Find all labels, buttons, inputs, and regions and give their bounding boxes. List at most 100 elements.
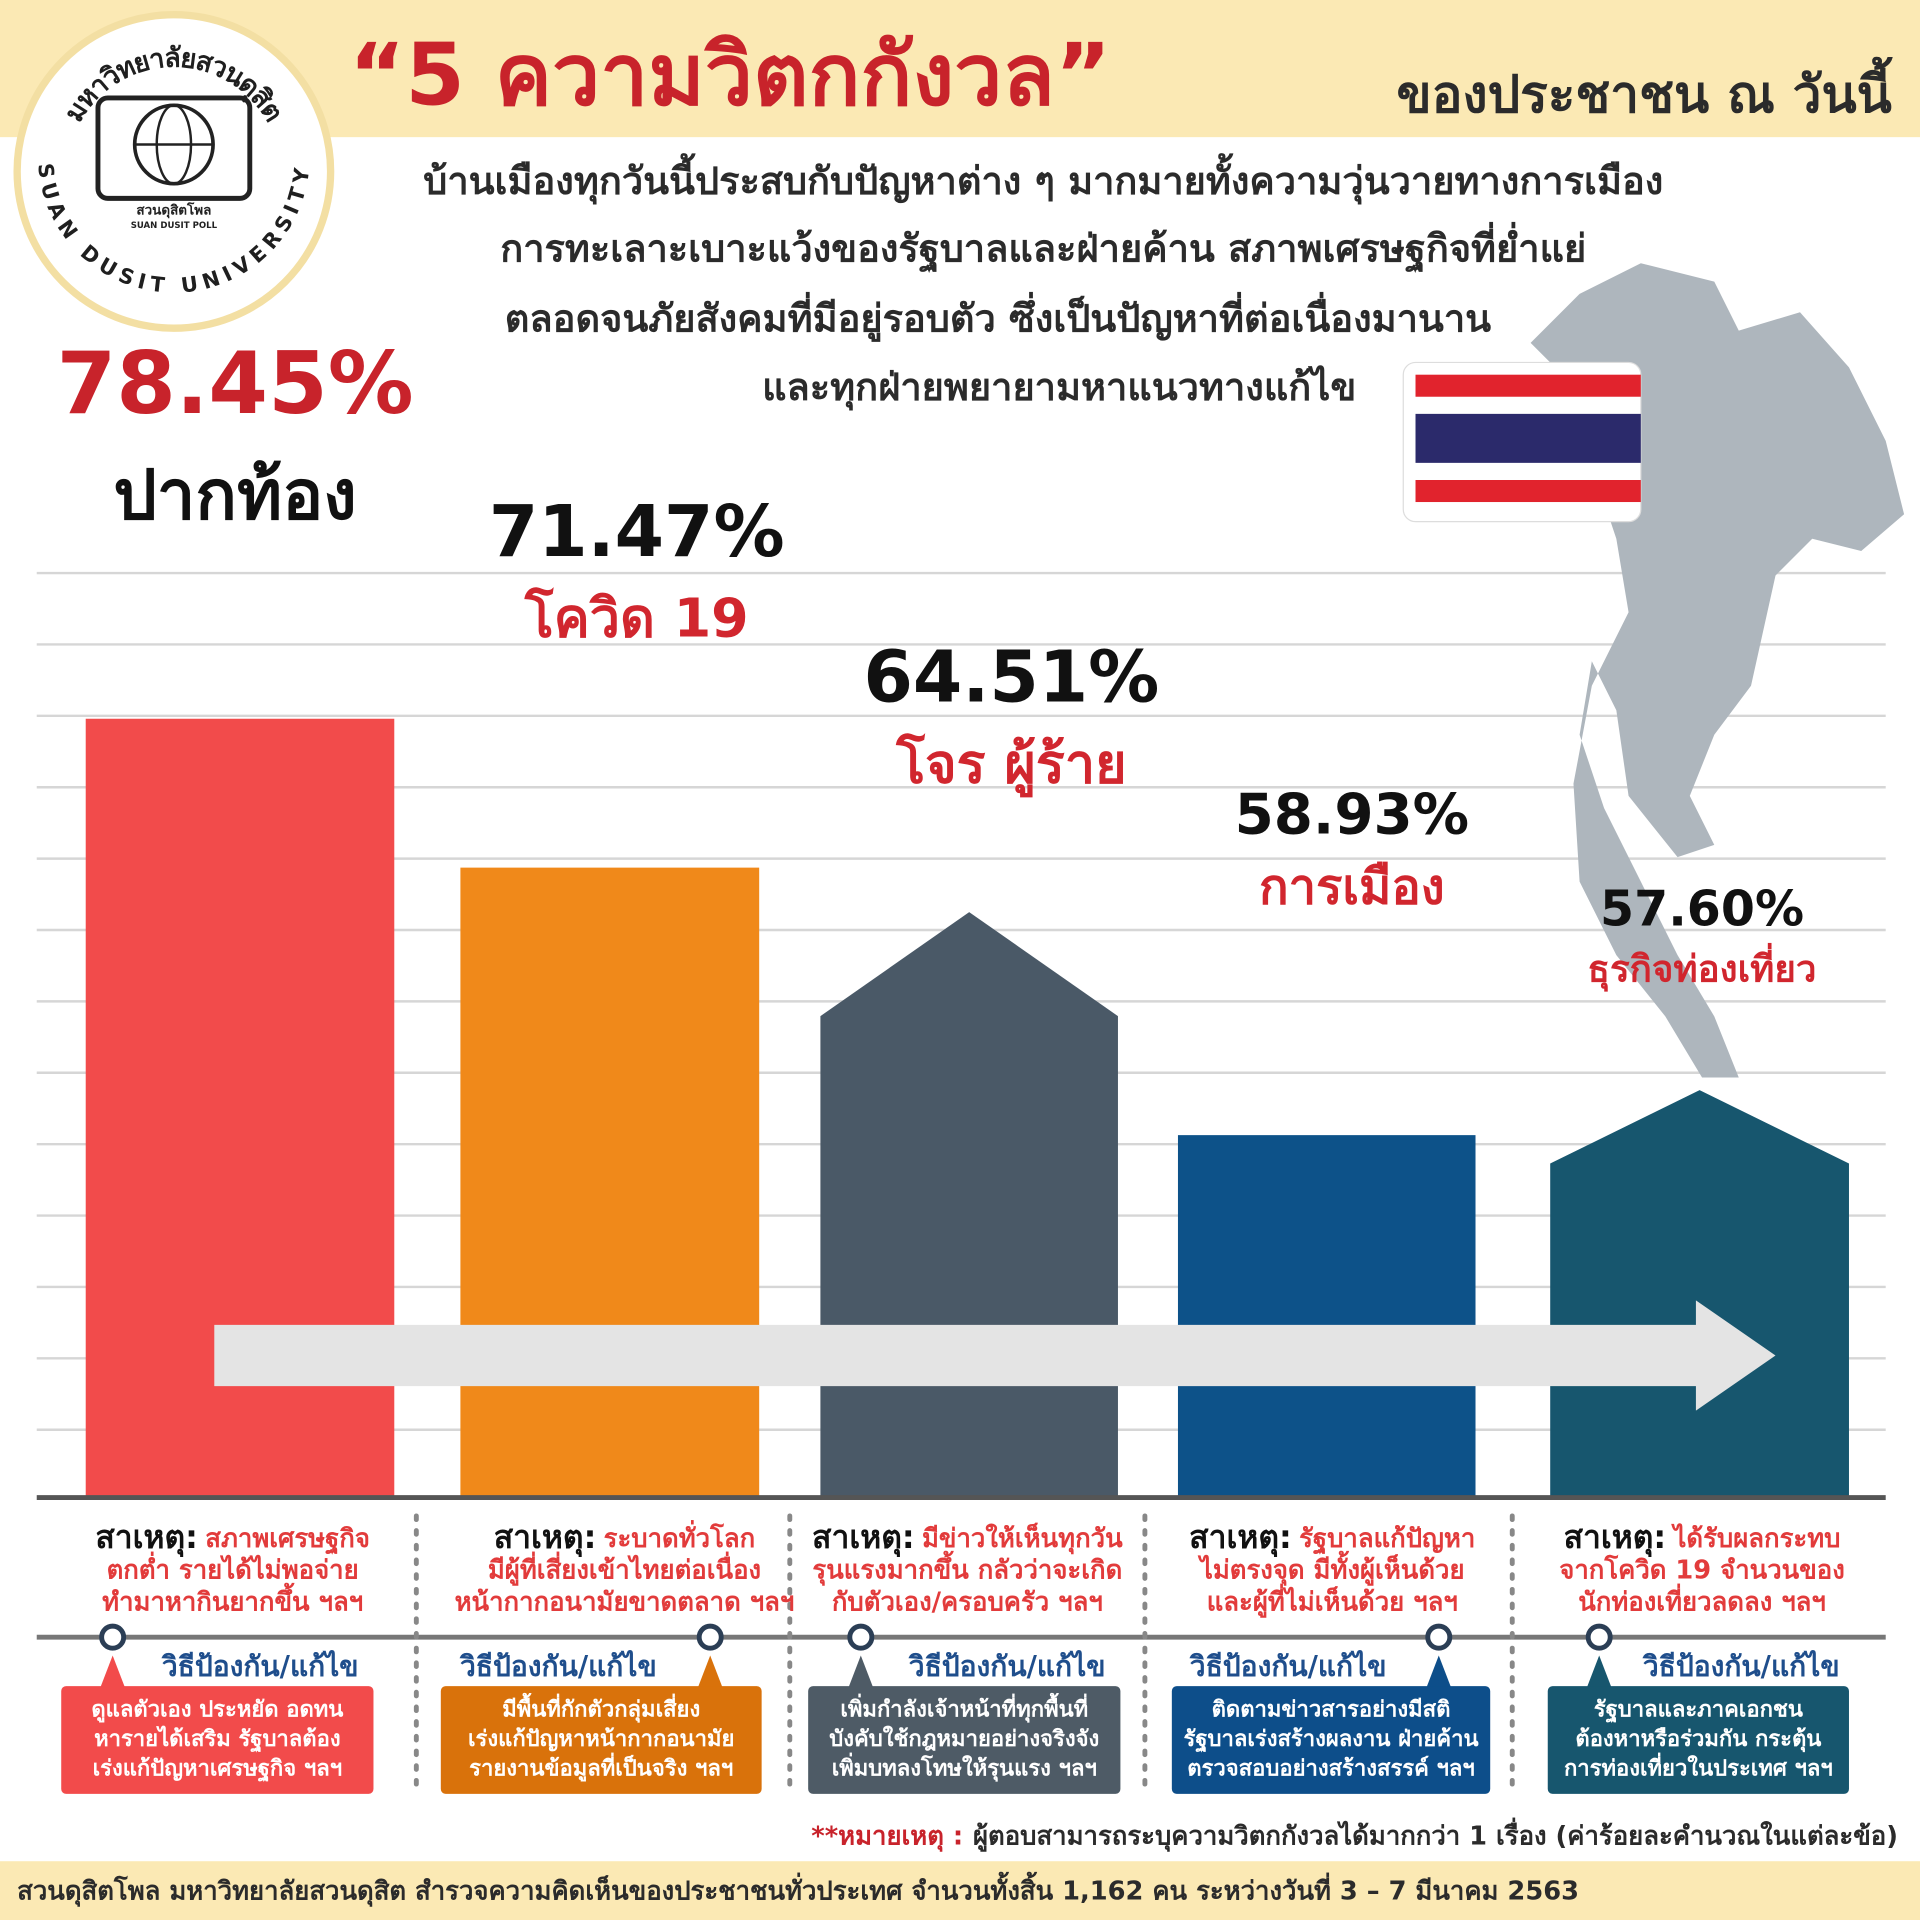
cause-line: รุนแรงมากขึ้น กลัวว่าจะเกิด xyxy=(812,1551,1122,1587)
cause-line: มีผู้ที่เสี่ยงเข้าไทยต่อเนื่อง xyxy=(488,1552,761,1587)
solution-line: รายงานข้อมูลที่เป็นจริง ฯลฯ xyxy=(469,1751,733,1782)
logo-poll-th: สวนดุสิตโพล xyxy=(136,201,211,219)
solution-line: เร่งแก้ปัญหาเศรษฐกิจ ฯลฯ xyxy=(93,1756,343,1782)
solution-box xyxy=(808,1686,1121,1794)
solution-line: มีพื้นที่กักตัวกลุ่มเสี่ยง xyxy=(502,1693,700,1724)
trend-arrow xyxy=(214,1300,1776,1411)
solution-line: ตรวจสอบอย่างสร้างสรรค์ ฯลฯ xyxy=(1187,1755,1475,1781)
cause-label: สาเหตุ: xyxy=(1564,1518,1667,1558)
logo: มหาวิทยาลัยสวนดุสิต SUAN DUSIT UNIVERSIT… xyxy=(13,11,335,332)
category-label: ปากท้อง xyxy=(113,456,356,536)
solution-line: เพิ่มบทลงโทษให้รุนแรง ฯลฯ xyxy=(832,1751,1097,1782)
cause-line: ทำมาหากินยากขึ้น ฯลฯ xyxy=(102,1582,363,1617)
category-label: ธุรกิจท่องเที่ยว xyxy=(1588,943,1817,993)
cause-line: กับตัวเอง/ครอบครัว ฯลฯ xyxy=(832,1587,1103,1617)
solution-line: รัฐบาลและภาคเอกชน xyxy=(1594,1698,1803,1724)
note: **หมายเหตุ : ผู้ตอบสามารถระบุความวิตกกังว… xyxy=(811,1817,1898,1852)
pointer xyxy=(1586,1655,1612,1688)
category-label: การเมือง xyxy=(1259,859,1445,916)
title-suffix: ของประชาชน ณ วันนี้ xyxy=(1396,56,1893,125)
bar xyxy=(1177,1135,1476,1497)
logo-screen xyxy=(95,95,253,201)
solution-label: วิธีป้องกัน/แก้ไข xyxy=(1642,1650,1840,1683)
solution-line: ติดตามข่าวสารอย่างมีสติ xyxy=(1212,1698,1451,1723)
pointer xyxy=(1426,1655,1452,1688)
value-label: 58.93% xyxy=(1235,783,1470,848)
cause-label: สาเหตุ: xyxy=(95,1518,198,1558)
cause-label: สาเหตุ: xyxy=(812,1518,915,1558)
flag-stripe xyxy=(1415,413,1641,463)
timeline-dot xyxy=(1425,1623,1453,1651)
timeline-dot xyxy=(99,1623,127,1651)
value-label: 78.45% xyxy=(57,334,414,434)
cause-label: สาเหตุ: xyxy=(1189,1518,1292,1558)
value-label: 57.60% xyxy=(1600,881,1804,938)
cause-line: สาเหตุ: สภาพเศรษฐกิจ xyxy=(95,1518,370,1558)
timeline-dot xyxy=(1585,1623,1613,1651)
cause-text: ได้รับผลกระทบ xyxy=(1671,1523,1841,1554)
cause-text: มีข่าวให้เห็นทุกวัน xyxy=(922,1522,1123,1555)
timeline-dot xyxy=(696,1623,724,1651)
cause-line: และผู้ที่ไม่เห็นด้วย ฯลฯ xyxy=(1207,1583,1458,1618)
solution-label: วิธีป้องกัน/แก้ไข xyxy=(908,1650,1106,1683)
solution-line: หารายได้เสริม รัฐบาลต้อง xyxy=(94,1725,341,1753)
cause-line: สาเหตุ: ได้รับผลกระทบ xyxy=(1564,1518,1841,1558)
timeline-dot xyxy=(847,1623,875,1651)
note-text: ผู้ตอบสามารถระบุความวิตกกังวลได้มากกว่า … xyxy=(973,1817,1898,1852)
bar xyxy=(460,867,760,1497)
logo-circle xyxy=(13,11,335,332)
solution-label: วิธีป้องกัน/แก้ไข xyxy=(1189,1650,1387,1683)
bar xyxy=(1550,1090,1849,1497)
pointer xyxy=(100,1655,125,1688)
footer-band xyxy=(0,1861,1920,1920)
category-label: โควิด 19 xyxy=(524,587,749,650)
flag-stripe xyxy=(1415,480,1641,503)
solution-line: ดูแลตัวเอง ประหยัด อดทน xyxy=(91,1698,343,1724)
solution-label: วิธีป้องกัน/แก้ไข xyxy=(161,1650,359,1683)
cause-label: สาเหตุ: xyxy=(494,1518,597,1558)
solution-line: บังคับใช้กฎหมายอย่างจริงจัง xyxy=(829,1725,1099,1752)
intro-line: ตลอดจนภัยสังคมที่มีอยู่รอบตัว ซึ่งเป็นปั… xyxy=(505,291,1491,342)
cause-line: ไม่ตรงจุด มีทั้งผู้เห็นด้วย xyxy=(1197,1551,1465,1587)
bar xyxy=(820,912,1118,1497)
value-label: 64.51% xyxy=(864,636,1160,719)
logo-poll-en: SUAN DUSIT POLL xyxy=(131,221,218,231)
footer: สวนดุสิตโพล มหาวิทยาลัยสวนดุสิต สำรวจควา… xyxy=(17,1871,1579,1907)
solution-label: วิธีป้องกัน/แก้ไข xyxy=(459,1650,657,1683)
value-label: 71.47% xyxy=(489,490,785,573)
title: “5 ความวิตกกังวล” xyxy=(349,25,1111,125)
cause-line: หน้ากากอนามัยขาดตลาด ฯลฯ xyxy=(455,1587,795,1617)
cause-line: นักท่องเที่ยวลดลง ฯลฯ xyxy=(1578,1583,1826,1617)
solution-box xyxy=(61,1686,374,1794)
flag-stripe xyxy=(1415,374,1641,397)
intro-line: บ้านเมืองทุกวันนี้ประสบกับปัญหาต่าง ๆ มา… xyxy=(423,153,1663,205)
cause-line: จากโควิด 19 จำนวนของ xyxy=(1559,1555,1844,1586)
cause-line: สาเหตุ: ระบาดทั่วโลก xyxy=(494,1518,755,1558)
cause-text: ระบาดทั่วโลก xyxy=(604,1520,756,1554)
intro-line: การทะเลาะเบาะแว้งของรัฐบาลและฝ่ายค้าน สภ… xyxy=(500,222,1586,274)
pointer xyxy=(697,1655,723,1688)
solution-box xyxy=(1547,1686,1849,1794)
pointer xyxy=(848,1655,874,1688)
intro-line: และทุกฝ่ายพยายามหาแนวทางแก้ไข xyxy=(762,365,1356,411)
solution-box xyxy=(1171,1686,1491,1794)
bar xyxy=(85,718,395,1497)
bars: 78.45% ปากท้อง 71.47% โควิด 19 64.51% โจร ผู้… xyxy=(57,334,1849,1497)
note-label: **หมายเหตุ : xyxy=(811,1821,963,1852)
solution-line: เร่งแก้ปัญหาหน้ากากอนามัย xyxy=(468,1727,734,1752)
solution-line: รัฐบาลเร่งสร้างผลงาน ฝ่ายค้าน xyxy=(1184,1727,1479,1753)
cause-text: รัฐบาลแก้ปัญหา xyxy=(1299,1524,1475,1556)
cause-line: ตกต่ำ รายได้ไม่พอจ่าย xyxy=(107,1552,359,1586)
solution-line: การท่องเที่ยวในประเทศ ฯลฯ xyxy=(1564,1751,1833,1781)
solution-line: เพิ่มกำลังเจ้าหน้าที่ทุกพื้นที่ xyxy=(840,1693,1088,1724)
thai-flag xyxy=(1402,361,1642,523)
solution-box xyxy=(440,1686,762,1794)
cause-line: สาเหตุ: มีข่าวให้เห็นทุกวัน xyxy=(812,1518,1123,1558)
cause-text: สภาพเศรษฐกิจ xyxy=(205,1524,370,1556)
cause-line: สาเหตุ: รัฐบาลแก้ปัญหา xyxy=(1189,1518,1475,1558)
solution-line: ต้องหาหรือร่วมกัน กระตุ้น xyxy=(1575,1727,1821,1753)
